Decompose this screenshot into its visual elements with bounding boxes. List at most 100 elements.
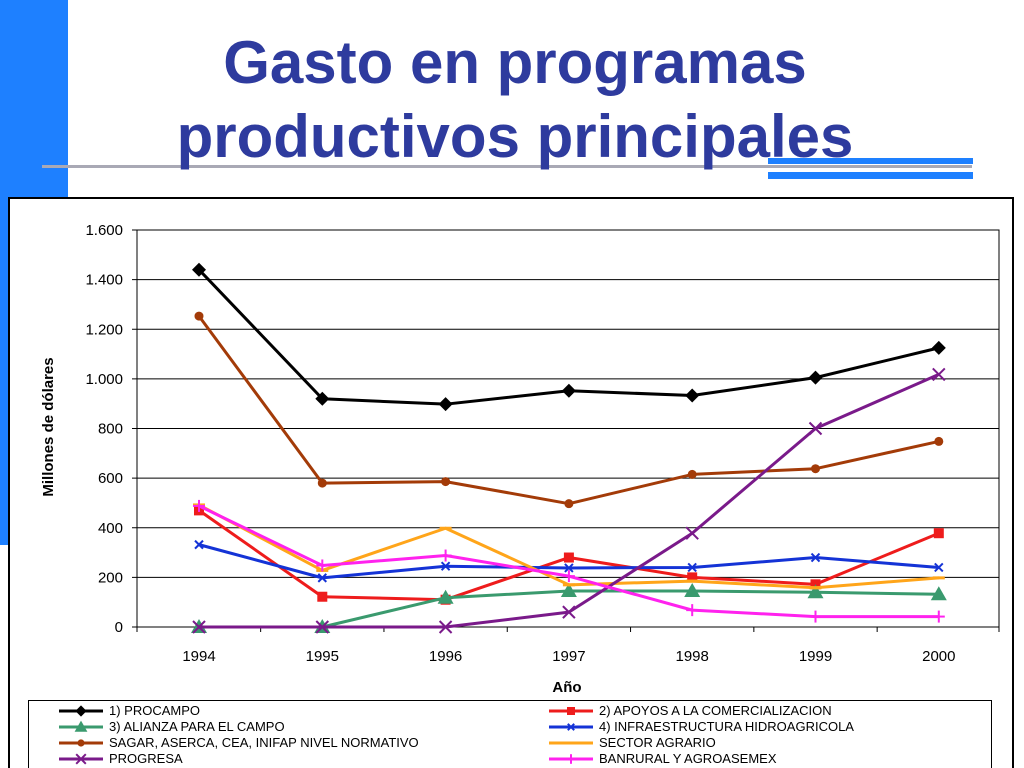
x-tick-label: 1996: [429, 648, 462, 665]
data-point-stroke: [687, 562, 697, 573]
slide-title-line-1: Gasto en programas: [223, 29, 807, 96]
x-axis-ticks: 1994 1995 1996 1997 1998 1999 2000: [136, 627, 1000, 665]
data-point: [317, 573, 328, 583]
data-point: [192, 620, 206, 634]
data-point: [317, 478, 327, 488]
x-axis-label: Año: [552, 679, 581, 696]
data-point-stroke: [564, 563, 574, 573]
data-point: [808, 370, 823, 385]
x-tick-label: 1998: [676, 648, 709, 665]
data-point: [564, 563, 574, 573]
series-line: [197, 315, 940, 506]
legend-swatch: [549, 754, 593, 764]
legend-swatch: [549, 741, 593, 745]
legend-swatch: [59, 739, 103, 747]
data-point: [685, 526, 699, 540]
y-tick-label: 600: [98, 470, 123, 487]
series-1: [192, 262, 946, 412]
data-point: [687, 572, 698, 583]
data-point-stroke: [685, 526, 699, 540]
legend-swatch: [59, 720, 103, 732]
title-underline: [42, 165, 972, 168]
x-tick-label: 2000: [922, 648, 955, 665]
data-point: [560, 583, 577, 598]
legend-label: 4) INFRAESTRUCTURA HIDROAGRICOLA: [599, 719, 854, 734]
data-point: [74, 720, 88, 732]
y-tick-label: 200: [98, 569, 123, 586]
data-point: [438, 397, 453, 412]
data-point: [441, 477, 451, 487]
data-point: [932, 367, 946, 382]
data-point: [807, 584, 824, 599]
data-point: [561, 383, 576, 398]
data-point: [811, 464, 820, 474]
y-tick-label: 0: [115, 619, 123, 636]
data-point: [316, 559, 329, 572]
data-point: [808, 421, 823, 436]
data-point-stroke: [567, 723, 575, 731]
legend-label: PROGRESA: [109, 751, 183, 766]
data-point: [563, 552, 574, 563]
data-point: [315, 391, 330, 406]
data-point: [930, 586, 947, 601]
data-point-stroke: [315, 620, 330, 634]
data-point: [315, 620, 330, 634]
data-point: [192, 262, 206, 277]
data-point: [932, 610, 945, 623]
data-point: [686, 604, 699, 617]
data-point: [566, 754, 576, 764]
data-point: [934, 436, 944, 446]
series-8: [193, 499, 945, 623]
x-tick-label: 1995: [306, 648, 339, 665]
chart-legend: 1) PROCAMPO 2) APOYOS A LA COMERCIALIZACI…: [28, 700, 992, 768]
data-point: [77, 739, 85, 747]
legend-label: SECTOR AGRARIO: [599, 735, 716, 750]
data-point-stroke: [808, 421, 823, 436]
legend-swatch: [549, 723, 593, 731]
data-point: [439, 549, 452, 562]
legend-swatch: [59, 753, 103, 765]
y-tick-label: 400: [98, 520, 123, 537]
y-axis-ticks: 0 200 400 600 800 1.000 1.200 1.400 1.600: [85, 222, 137, 636]
x-tick-label: 1994: [182, 648, 215, 665]
data-point: [687, 562, 697, 573]
legend-swatch: [549, 707, 593, 715]
legend-label: 1) PROCAMPO: [109, 703, 201, 718]
data-point: [934, 562, 944, 573]
data-point: [564, 499, 574, 509]
data-point-stroke: [75, 753, 87, 765]
data-point: [933, 528, 944, 539]
data-point: [562, 605, 576, 619]
y-axis-label: Millones de dólares: [40, 357, 57, 496]
series-7: [192, 367, 946, 634]
data-point: [75, 753, 87, 765]
data-point: [438, 620, 453, 634]
chart-frame: [8, 197, 1014, 768]
data-point: [567, 723, 575, 731]
legend-swatch: [59, 705, 103, 717]
data-point-stroke: [317, 573, 328, 583]
x-tick-label: 1997: [552, 648, 585, 665]
data-point: [75, 705, 87, 717]
data-point-stroke: [934, 562, 944, 573]
legend-label: 3) ALIANZA PARA EL CAMPO: [109, 719, 285, 734]
legend-label: BANRURAL Y AGROASEMEX: [599, 751, 777, 766]
accent-stripe-bottom: [768, 172, 973, 179]
series-lines: [191, 262, 947, 634]
data-point: [567, 707, 575, 715]
slide-title-line-2: productivos principales: [176, 103, 854, 170]
series-4: [194, 539, 944, 583]
data-point: [687, 469, 697, 479]
y-tick-label: 800: [98, 421, 123, 438]
data-point: [931, 340, 946, 355]
legend-label: 2) APOYOS A LA COMERCIALIZACION: [599, 703, 832, 718]
y-tick-label: 1.600: [85, 222, 123, 239]
data-point-stroke: [194, 539, 204, 550]
legend-label: SAGAR, ASERCA, CEA, INIFAP NIVEL NORMATI…: [109, 735, 419, 750]
data-point: [194, 311, 204, 321]
data-point: [685, 388, 700, 403]
y-tick-label: 1.400: [85, 272, 123, 289]
data-point: [562, 570, 575, 583]
data-point-stroke: [438, 620, 453, 634]
